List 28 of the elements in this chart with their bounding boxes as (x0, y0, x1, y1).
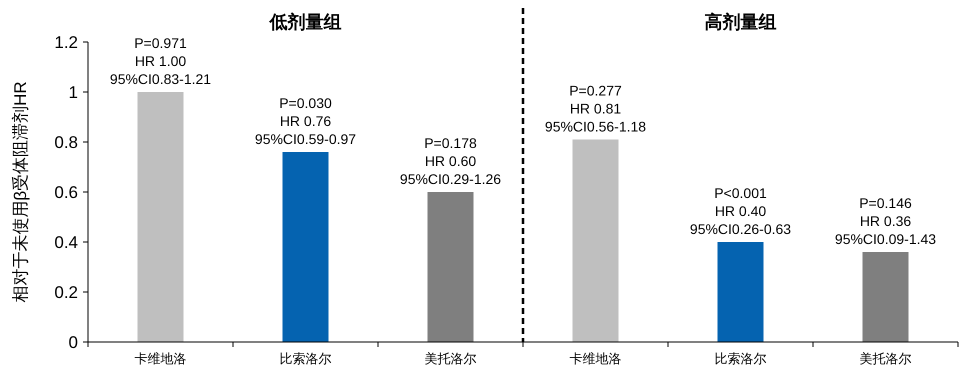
data-label: P=0.971 HR 1.00 95%CI0.83-1.21 (110, 35, 212, 87)
text: 低剂量组 (268, 12, 342, 32)
x-tick-label: 卡维地洛 (134, 351, 186, 366)
data-label: P=0.277 HR 0.81 95%CI0.56-1.18 (544, 82, 646, 134)
x-tick-label: 比索洛尔 (280, 351, 332, 366)
y-tick-label: 0 (68, 333, 78, 352)
data-label: P=0.146 HR 0.36 95%CI0.09-1.43 (834, 195, 936, 247)
x-tick-label: 比索洛尔 (714, 351, 766, 366)
bar (572, 140, 618, 342)
y-tick-label: 1.2 (54, 33, 78, 52)
y-tick-label: 1 (68, 83, 78, 102)
y-axis-title: 相对于未使用β受体阻滞剂HR (11, 81, 30, 303)
bar (282, 152, 328, 342)
x-tick-label: 美托洛尔 (424, 351, 476, 366)
bar (718, 242, 764, 342)
data-label: P=0.030 HR 0.76 95%CI0.59-0.97 (254, 95, 356, 147)
data-label: P=0.178 HR 0.60 95%CI0.29-1.26 (400, 135, 502, 187)
x-tick-label: 美托洛尔 (860, 351, 912, 366)
y-tick-label: 0.4 (54, 233, 78, 252)
data-label: P<0.001 HR 0.40 95%CI0.26-0.63 (690, 185, 792, 237)
y-tick-label: 0.2 (54, 283, 78, 302)
bar (862, 252, 908, 342)
text: 高剂量组 (704, 12, 776, 32)
x-tick-label: 卡维地洛 (570, 351, 622, 366)
bar (138, 92, 184, 342)
y-tick-label: 0.8 (54, 133, 78, 152)
y-tick-label: 0.6 (54, 183, 78, 202)
bar (428, 192, 474, 342)
